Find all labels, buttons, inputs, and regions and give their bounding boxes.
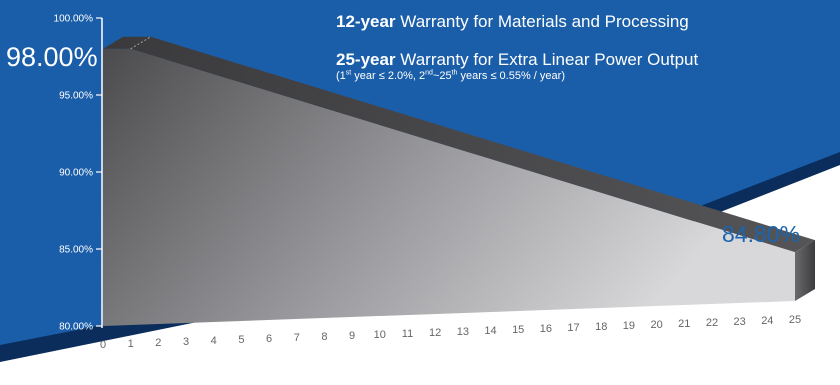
x-tick-label: 5 — [238, 334, 244, 346]
y-tick-label: 80.00% — [59, 322, 93, 333]
x-tick-label: 14 — [484, 325, 496, 337]
x-tick-label: 4 — [211, 335, 217, 347]
x-tick-label: 2 — [155, 337, 161, 349]
x-tick-label: 19 — [623, 320, 635, 332]
block-top-face — [103, 36, 815, 253]
y-tick-label: 90.00% — [59, 168, 93, 179]
x-tick-label: 22 — [706, 317, 718, 329]
x-tick-label: 8 — [321, 331, 327, 343]
block-front-face — [103, 48, 795, 327]
x-tick-label: 3 — [183, 336, 189, 348]
x-tick-label: 1 — [128, 338, 134, 350]
degradation-note: (1st year ≤ 2.0%, 2nd~25th years ≤ 0.55%… — [336, 69, 565, 82]
x-tick-label: 21 — [678, 318, 690, 330]
x-tick-label: 13 — [457, 326, 469, 338]
headline-power-text: Warranty for Extra Linear Power Output — [395, 50, 699, 69]
note-sup-nd: nd — [425, 69, 433, 77]
y-tick-label: 95.00% — [59, 91, 93, 102]
x-axis-ticks: 0 1 2 3 4 5 6 7 8 9 10 11 12 13 14 15 16 17 18 19 20 21 22 23 24… — [100, 314, 801, 351]
x-tick-label: 18 — [595, 321, 607, 333]
x-tick-label: 7 — [294, 332, 300, 344]
note-sup-st: st — [345, 69, 352, 77]
x-tick-label: 0 — [100, 339, 106, 351]
headline-materials-warranty: 12-year Warranty for Materials and Proce… — [336, 12, 689, 32]
x-tick-label: 23 — [734, 316, 746, 328]
y-tick-label: 100.00% — [54, 14, 94, 25]
headline-power-warranty: 25-year Warranty for Extra Linear Power … — [336, 50, 698, 70]
x-tick-label: 24 — [761, 315, 773, 327]
note-part-3: ~25 — [432, 70, 452, 82]
x-tick-label: 25 — [789, 314, 801, 326]
note-part-1: (1 — [336, 70, 346, 82]
x-tick-label: 20 — [650, 319, 662, 331]
x-tick-label: 15 — [512, 324, 524, 336]
x-tick-label: 10 — [374, 329, 386, 341]
x-tick-label: 11 — [402, 328, 413, 340]
y-axis-ticks: 100.00% 95.00% 90.00% 85.00% 80.00% — [54, 14, 102, 333]
block-side-face — [795, 240, 815, 301]
y-tick-label: 85.00% — [59, 245, 93, 256]
x-tick-label: 9 — [349, 330, 355, 342]
headline-25-year: 25-year — [336, 50, 396, 69]
note-sup-th: th — [451, 69, 458, 77]
x-tick-label: 16 — [540, 323, 552, 335]
start-value-label: 98.00% — [6, 42, 98, 72]
output-decline-block — [103, 36, 815, 327]
headline-12-year: 12-year — [336, 12, 396, 31]
headline-materials-text: Warranty for Materials and Processing — [395, 12, 689, 31]
x-tick-label: 12 — [429, 327, 441, 339]
note-part-2: year ≤ 2.0%, 2 — [351, 70, 426, 82]
x-tick-label: 6 — [266, 333, 272, 345]
end-value-label: 84.80% — [722, 221, 800, 247]
x-tick-label: 17 — [567, 322, 579, 334]
note-part-4: years ≤ 0.55% / year) — [457, 70, 565, 82]
